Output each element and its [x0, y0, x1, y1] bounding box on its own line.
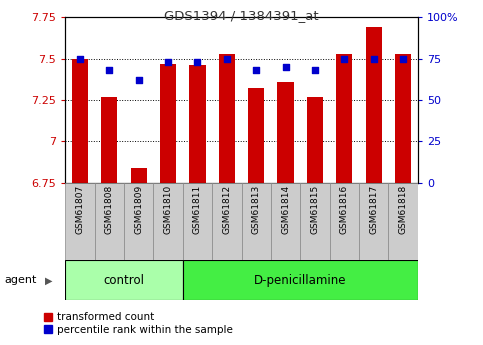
- Text: ▶: ▶: [44, 275, 52, 285]
- Bar: [278, 82, 294, 183]
- Text: D-penicillamine: D-penicillamine: [254, 274, 346, 287]
- Bar: [72, 59, 88, 183]
- Text: GSM61810: GSM61810: [164, 185, 172, 235]
- Text: control: control: [103, 274, 144, 287]
- Text: GSM61815: GSM61815: [311, 185, 319, 235]
- Bar: [336, 54, 353, 183]
- Point: [311, 68, 319, 73]
- Bar: [124, 183, 154, 260]
- Bar: [154, 183, 183, 260]
- Bar: [395, 54, 411, 183]
- Point: [164, 59, 172, 65]
- Bar: [65, 183, 95, 260]
- Point: [341, 56, 348, 61]
- Text: GSM61809: GSM61809: [134, 185, 143, 235]
- Point: [105, 68, 113, 73]
- Text: agent: agent: [5, 275, 37, 285]
- Bar: [248, 88, 264, 183]
- Point: [194, 59, 201, 65]
- Text: GSM61816: GSM61816: [340, 185, 349, 235]
- Bar: [329, 183, 359, 260]
- Bar: [219, 54, 235, 183]
- Bar: [359, 183, 388, 260]
- Text: GSM61817: GSM61817: [369, 185, 378, 235]
- Bar: [183, 183, 212, 260]
- Bar: [307, 97, 323, 183]
- Text: GSM61807: GSM61807: [75, 185, 85, 235]
- Bar: [160, 63, 176, 183]
- Bar: [95, 183, 124, 260]
- Text: GSM61818: GSM61818: [398, 185, 408, 235]
- Text: GSM61808: GSM61808: [105, 185, 114, 235]
- Point: [76, 56, 84, 61]
- Bar: [189, 65, 205, 183]
- Bar: [366, 27, 382, 183]
- Text: GSM61814: GSM61814: [281, 185, 290, 234]
- Point: [370, 56, 378, 61]
- Point: [252, 68, 260, 73]
- Point: [282, 64, 289, 70]
- Bar: [242, 183, 271, 260]
- Bar: [212, 183, 242, 260]
- Legend: transformed count, percentile rank within the sample: transformed count, percentile rank withi…: [44, 312, 233, 335]
- Bar: [65, 260, 183, 300]
- Text: GSM61811: GSM61811: [193, 185, 202, 235]
- Point: [135, 77, 142, 83]
- Point: [399, 56, 407, 61]
- Bar: [271, 183, 300, 260]
- Text: GDS1394 / 1384391_at: GDS1394 / 1384391_at: [164, 9, 319, 22]
- Text: GSM61812: GSM61812: [222, 185, 231, 234]
- Bar: [183, 260, 418, 300]
- Text: GSM61813: GSM61813: [252, 185, 261, 235]
- Bar: [101, 97, 117, 183]
- Bar: [300, 183, 329, 260]
- Bar: [130, 168, 147, 183]
- Point: [223, 56, 231, 61]
- Bar: [388, 183, 418, 260]
